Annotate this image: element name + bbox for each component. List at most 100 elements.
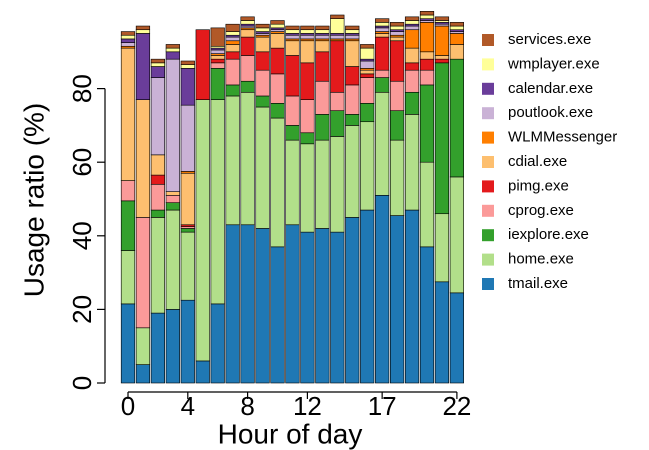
bar-segment — [360, 209, 375, 384]
bar-segment — [360, 121, 375, 211]
bar-segment — [270, 103, 285, 119]
x-tick-label: 12 — [293, 391, 322, 421]
bar-segment — [345, 114, 360, 126]
x-tick-label: 4 — [181, 391, 195, 421]
bar-segment — [300, 231, 315, 384]
bar-segment — [195, 29, 210, 100]
bar-segment — [389, 40, 405, 82]
bar-segment — [195, 360, 210, 384]
bar-segment — [360, 69, 375, 75]
bar-segment — [285, 139, 300, 226]
bar-segment — [300, 25, 315, 31]
bar-segment — [165, 195, 180, 203]
bar-segment — [225, 36, 240, 42]
bar-segment — [375, 22, 390, 27]
bar-segment — [404, 20, 420, 25]
bar-segment — [315, 80, 330, 115]
bar-segment — [360, 73, 375, 78]
bar-segment — [255, 106, 270, 229]
bar-segment — [225, 58, 240, 86]
bar-segment — [315, 139, 330, 229]
bar-segment — [285, 55, 300, 97]
bar-segment — [285, 125, 300, 141]
bar-segment — [120, 303, 136, 384]
bar-segment — [135, 327, 151, 365]
bar-segment — [389, 25, 405, 31]
bar-segment — [180, 68, 195, 106]
bar-segment — [449, 58, 465, 178]
bar-segment — [449, 25, 465, 31]
bar-segment — [240, 29, 255, 38]
bar-segment — [419, 69, 435, 86]
bar-segment — [434, 58, 450, 64]
bar-segment — [419, 246, 435, 384]
bar-segment — [135, 217, 151, 329]
bar-segment — [330, 136, 345, 233]
bar-segment — [285, 224, 300, 384]
bar-segment — [225, 31, 240, 36]
bar-segment — [150, 66, 166, 78]
bar-segment — [404, 29, 420, 49]
legend-label: poutlook.exe — [508, 104, 593, 121]
bar-segment — [375, 18, 390, 23]
bar-segment — [449, 176, 465, 294]
bar-segment — [210, 99, 225, 305]
bar-segment — [150, 209, 166, 218]
bar-segment — [300, 34, 315, 40]
bar-segment — [165, 309, 180, 384]
bar-segment — [419, 22, 435, 53]
bar-segment — [240, 16, 255, 21]
bar-segment — [419, 58, 435, 71]
bar-segment — [180, 64, 195, 69]
bar-segment — [270, 117, 285, 248]
bar-segment — [165, 58, 180, 192]
bar-segment — [389, 36, 405, 42]
bar-segment — [345, 29, 360, 34]
bar-segment — [165, 209, 180, 310]
legend-label: tmail.exe — [508, 275, 568, 292]
bar-segment — [389, 139, 405, 216]
bar-segment — [210, 303, 225, 384]
bar-segment — [225, 84, 240, 97]
bar-segment — [330, 91, 345, 111]
bar-segment — [165, 47, 180, 53]
bar-segment — [404, 47, 420, 64]
bar-segment — [225, 23, 240, 32]
bar-segment — [434, 25, 450, 56]
bar-segment — [345, 66, 360, 86]
bar-segment — [120, 200, 136, 251]
bar-segment — [330, 34, 345, 40]
bar-segment — [315, 114, 330, 141]
bar-segment — [180, 172, 195, 226]
bar-segment — [225, 40, 240, 45]
bar-segment — [180, 231, 195, 301]
bar-segment — [255, 27, 270, 32]
bar-segment — [434, 55, 450, 60]
y-tick-label: 0 — [67, 376, 97, 390]
bar-segment — [404, 25, 420, 31]
x-tick-label: 22 — [442, 391, 471, 421]
bar-segment — [285, 29, 300, 34]
bar-segment — [150, 154, 166, 176]
bar-segment — [300, 40, 315, 64]
bar-segment — [345, 34, 360, 40]
legend-swatch — [482, 253, 494, 266]
bar-segment — [210, 49, 225, 54]
bar-segment — [449, 44, 465, 60]
bar-segment — [449, 33, 465, 45]
bar-segment — [315, 40, 330, 53]
bar-segment — [135, 25, 151, 31]
bar-segment — [270, 33, 285, 49]
bar-segment — [389, 80, 405, 111]
bar-segment — [345, 40, 360, 67]
bar-segment — [120, 47, 136, 181]
bar-segment — [434, 213, 450, 283]
bar-segment — [120, 38, 136, 43]
bar-segment — [360, 77, 375, 104]
bar-segment — [270, 23, 285, 29]
bar-segment — [300, 99, 315, 134]
y-tick-label: 80 — [67, 74, 97, 103]
bar-segment — [225, 224, 240, 384]
bar-segment — [404, 69, 420, 93]
